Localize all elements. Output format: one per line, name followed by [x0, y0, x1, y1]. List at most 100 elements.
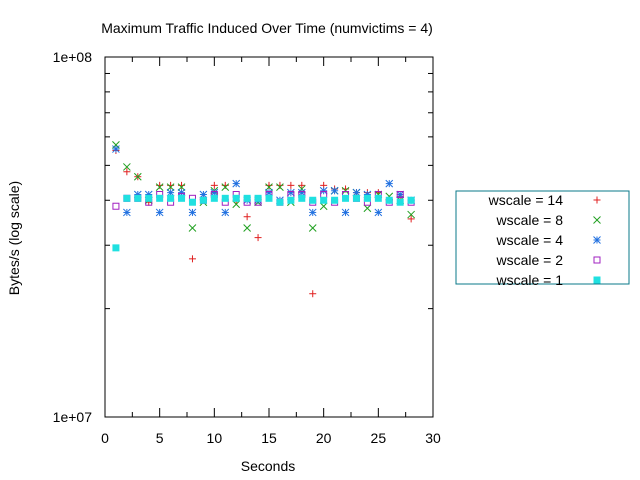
data-point [330, 186, 339, 195]
data-point [112, 145, 120, 153]
data-point [221, 208, 230, 217]
data-point [342, 194, 350, 202]
data-point [331, 196, 339, 204]
data-point [199, 190, 208, 199]
data-point [374, 208, 383, 217]
data-point [265, 183, 273, 191]
data-point [341, 208, 350, 217]
legend: wscale = 14 wscale = 8 wscale = 4 wscale = … [455, 190, 630, 288]
data-point [396, 198, 404, 206]
x-tick-label: 0 [101, 430, 109, 446]
data-point [265, 194, 273, 202]
x-axis-label: Seconds [241, 458, 295, 474]
series-1 [112, 146, 415, 298]
legend-marker [593, 276, 601, 284]
data-point [385, 179, 394, 188]
legend-label: wscale = 8 [495, 212, 563, 228]
data-point [134, 194, 142, 202]
x-tick-label: 15 [261, 430, 277, 446]
data-point [133, 172, 142, 181]
legend-label: wscale = 4 [495, 232, 563, 248]
axis-ticks: 0 5 10 15 20 25 30 1e+07 1e+08 [53, 49, 441, 446]
data-point [276, 183, 284, 191]
data-point [112, 202, 120, 210]
data-point [188, 255, 196, 263]
data-point [352, 194, 360, 202]
data-points [112, 141, 415, 298]
y-tick-label: 1e+08 [53, 49, 93, 65]
y-tick-label: 1e+07 [53, 409, 93, 425]
data-point [232, 200, 241, 209]
data-point [123, 168, 131, 176]
data-point [199, 196, 207, 204]
data-point [188, 198, 196, 206]
data-point [155, 208, 164, 217]
data-point [396, 190, 405, 199]
data-point [407, 196, 415, 204]
data-point [166, 183, 175, 191]
data-point [167, 194, 175, 202]
legend-marker [593, 236, 601, 244]
data-point [287, 181, 295, 189]
data-point [319, 202, 328, 211]
data-point [243, 224, 251, 232]
data-point [243, 213, 251, 221]
data-point [298, 181, 306, 189]
data-point [287, 188, 295, 197]
chart-title: Maximum Traffic Induced Over Time (numvi… [101, 20, 433, 36]
data-point [320, 196, 328, 204]
data-point [254, 234, 262, 242]
data-point [341, 186, 350, 195]
x-tick-label: 5 [156, 430, 164, 446]
data-point [363, 194, 371, 202]
data-point [232, 179, 241, 188]
x-tick-label: 20 [316, 430, 332, 446]
series-5 [112, 194, 415, 252]
data-point [374, 194, 382, 202]
x-tick-label: 30 [425, 430, 441, 446]
data-point [276, 198, 284, 206]
data-point [385, 196, 393, 204]
data-point [254, 194, 262, 202]
y-axis-label: Bytes/s (log scale) [6, 181, 22, 295]
legend-marker [593, 256, 601, 264]
legend-label: wscale = 2 [495, 252, 563, 268]
legend-label: wscale = 1 [495, 272, 563, 288]
data-point [309, 290, 317, 298]
legend-marker [593, 196, 601, 204]
data-point [221, 194, 229, 202]
data-point [210, 181, 218, 189]
data-point [287, 196, 295, 204]
legend-label: wscale = 14 [488, 192, 564, 208]
data-point [178, 194, 186, 202]
data-point [112, 244, 120, 252]
data-point [396, 191, 404, 199]
data-point [188, 224, 197, 232]
data-point [308, 208, 317, 217]
data-point [221, 183, 230, 191]
data-point [232, 194, 240, 202]
plot-area [104, 56, 434, 418]
x-tick-label: 10 [207, 430, 223, 446]
data-point [123, 194, 131, 202]
data-point [407, 215, 415, 223]
data-point [155, 183, 164, 191]
data-point [298, 194, 306, 202]
series-2 [112, 141, 415, 232]
legend-box [455, 190, 630, 285]
data-point [319, 186, 328, 195]
data-point [363, 204, 372, 213]
data-point [188, 208, 197, 217]
data-point [156, 194, 164, 202]
data-point [407, 210, 415, 219]
x-tick-label: 25 [371, 430, 387, 446]
data-point [123, 163, 131, 171]
data-point [210, 194, 218, 202]
data-point [309, 196, 317, 204]
data-point [177, 183, 186, 191]
data-point [243, 194, 251, 202]
data-point [308, 224, 317, 232]
legend-marker [593, 216, 601, 224]
data-point [145, 194, 153, 202]
